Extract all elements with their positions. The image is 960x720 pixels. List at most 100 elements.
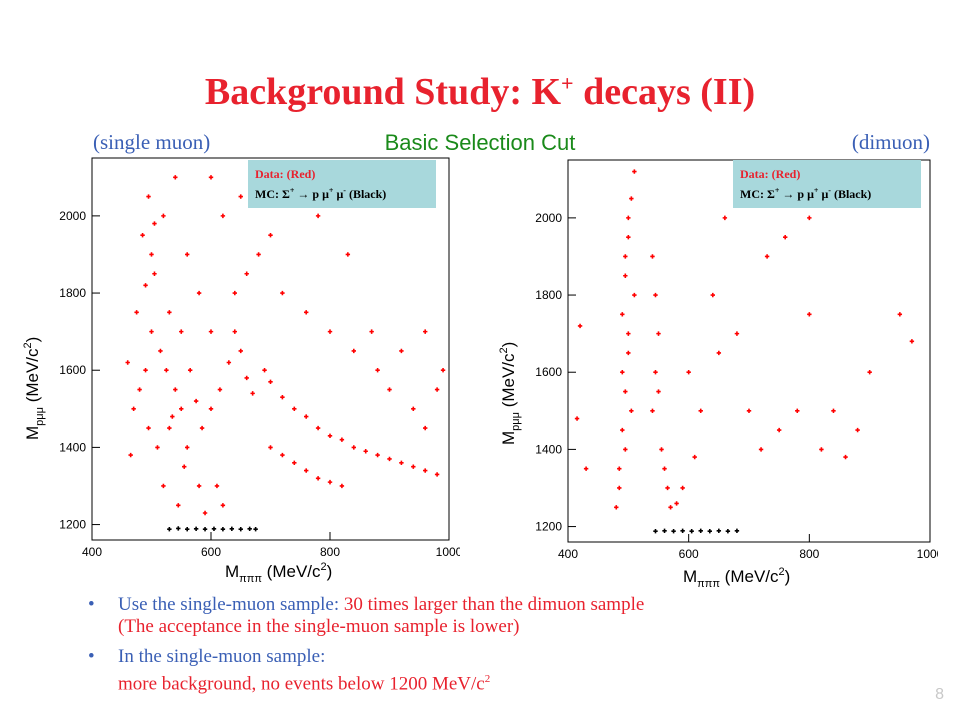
data-point (434, 472, 440, 477)
data-point (179, 329, 184, 334)
data-point (369, 329, 374, 334)
data-point (327, 433, 333, 439)
data-point (632, 292, 637, 298)
bullet-dot: • (88, 594, 95, 615)
data-point (632, 169, 637, 174)
data-point (280, 395, 285, 400)
legend: Data: (Red) MC: Σ+ → p μ+ μ- (Black) (248, 160, 436, 208)
data-point (149, 252, 154, 257)
data-point (193, 398, 199, 404)
data-point (217, 387, 223, 392)
y-axis-label: Mpμμ (MeV/c2) (498, 342, 522, 445)
mc-point (671, 528, 676, 534)
y-tick-label: 1800 (535, 288, 562, 302)
data-point (125, 360, 130, 365)
data-point (232, 329, 237, 334)
data-point (179, 406, 184, 412)
bullet-item: • Use the single-muon sample: 30 times l… (88, 594, 888, 638)
data-point (304, 310, 309, 315)
y-tick-label: 1400 (59, 440, 86, 454)
data-point (423, 468, 428, 473)
data-point (897, 312, 903, 317)
page-number: 8 (935, 686, 944, 703)
data-point (137, 387, 142, 392)
data-point (280, 290, 285, 296)
mc-point (680, 528, 685, 534)
legend-line2: MC: Σ+ → p μ+ μ- (Black) (740, 186, 871, 201)
mc-point (229, 526, 235, 532)
data-point (819, 447, 824, 452)
data-point (674, 501, 679, 506)
data-point (626, 215, 631, 221)
data-point (167, 310, 172, 315)
data-point (208, 406, 214, 412)
data-point (351, 445, 356, 450)
data-point (292, 460, 297, 466)
data-point (167, 425, 172, 431)
data-point (327, 329, 333, 334)
y-axis-label: Mpμμ (MeV/c2) (22, 337, 46, 440)
mc-point (167, 526, 172, 532)
ticks-layer: 400 600 800 1000 1200 1400 1600 1800 2000 (59, 209, 460, 559)
data-point (626, 234, 631, 240)
data-point (716, 350, 722, 356)
data-point (152, 271, 157, 276)
data-point (146, 425, 151, 431)
data-point (131, 406, 136, 412)
data-point (161, 483, 166, 489)
data-point (304, 414, 309, 419)
data-point (208, 175, 214, 180)
title-main: Background Study: K (204, 71, 562, 113)
data-point (626, 350, 631, 356)
data-point (623, 389, 628, 394)
data-point (292, 406, 297, 412)
points-layer (574, 169, 915, 534)
x-tick-label: 400 (558, 547, 578, 561)
mc-point (653, 528, 658, 534)
data-point (363, 449, 368, 454)
data-point (807, 215, 812, 221)
slide-title: Background Study: K+ decays (II) (0, 70, 960, 114)
ticks-layer: 400 600 800 1000 1200 1400 1600 1800 2000 (535, 211, 938, 561)
data-point (434, 387, 440, 392)
data-point (149, 329, 154, 334)
subtitle-left: (single muon) (93, 130, 211, 154)
data-point (208, 329, 214, 334)
x-tick-label: 800 (799, 547, 819, 561)
data-point (146, 194, 151, 199)
data-point (244, 375, 249, 381)
data-point (315, 425, 321, 431)
legend-line2: MC: Σ+ → p μ+ μ- (Black) (255, 186, 386, 201)
data-point (128, 452, 133, 458)
bullet-item: • In the single-muon sample: more backgr… (88, 646, 888, 695)
data-point (867, 370, 872, 375)
data-point (345, 252, 351, 257)
x-tick-label: 800 (320, 545, 340, 559)
data-point (411, 464, 416, 469)
data-point (764, 254, 770, 259)
x-axis-label: Mπππ (MeV/c2) (225, 561, 332, 585)
data-point (843, 454, 848, 460)
data-point (238, 348, 243, 354)
data-point (620, 312, 625, 317)
data-point (583, 466, 589, 471)
data-point (232, 290, 237, 296)
mc-point (176, 526, 181, 531)
data-point (155, 445, 160, 450)
y-tick-label: 1600 (59, 363, 86, 377)
data-point (351, 348, 356, 354)
data-point (623, 447, 628, 452)
data-point (617, 485, 622, 491)
mc-point (698, 528, 703, 534)
mc-point (707, 528, 712, 534)
data-point (143, 283, 148, 288)
data-point (399, 460, 404, 466)
data-point (758, 447, 764, 452)
data-point (185, 252, 190, 257)
title-tail: decays (II) (573, 71, 756, 113)
bullet-list: • Use the single-muon sample: 30 times l… (88, 594, 888, 703)
data-point (143, 368, 148, 373)
data-point (650, 254, 655, 259)
data-point (170, 414, 175, 419)
data-point (686, 370, 691, 375)
